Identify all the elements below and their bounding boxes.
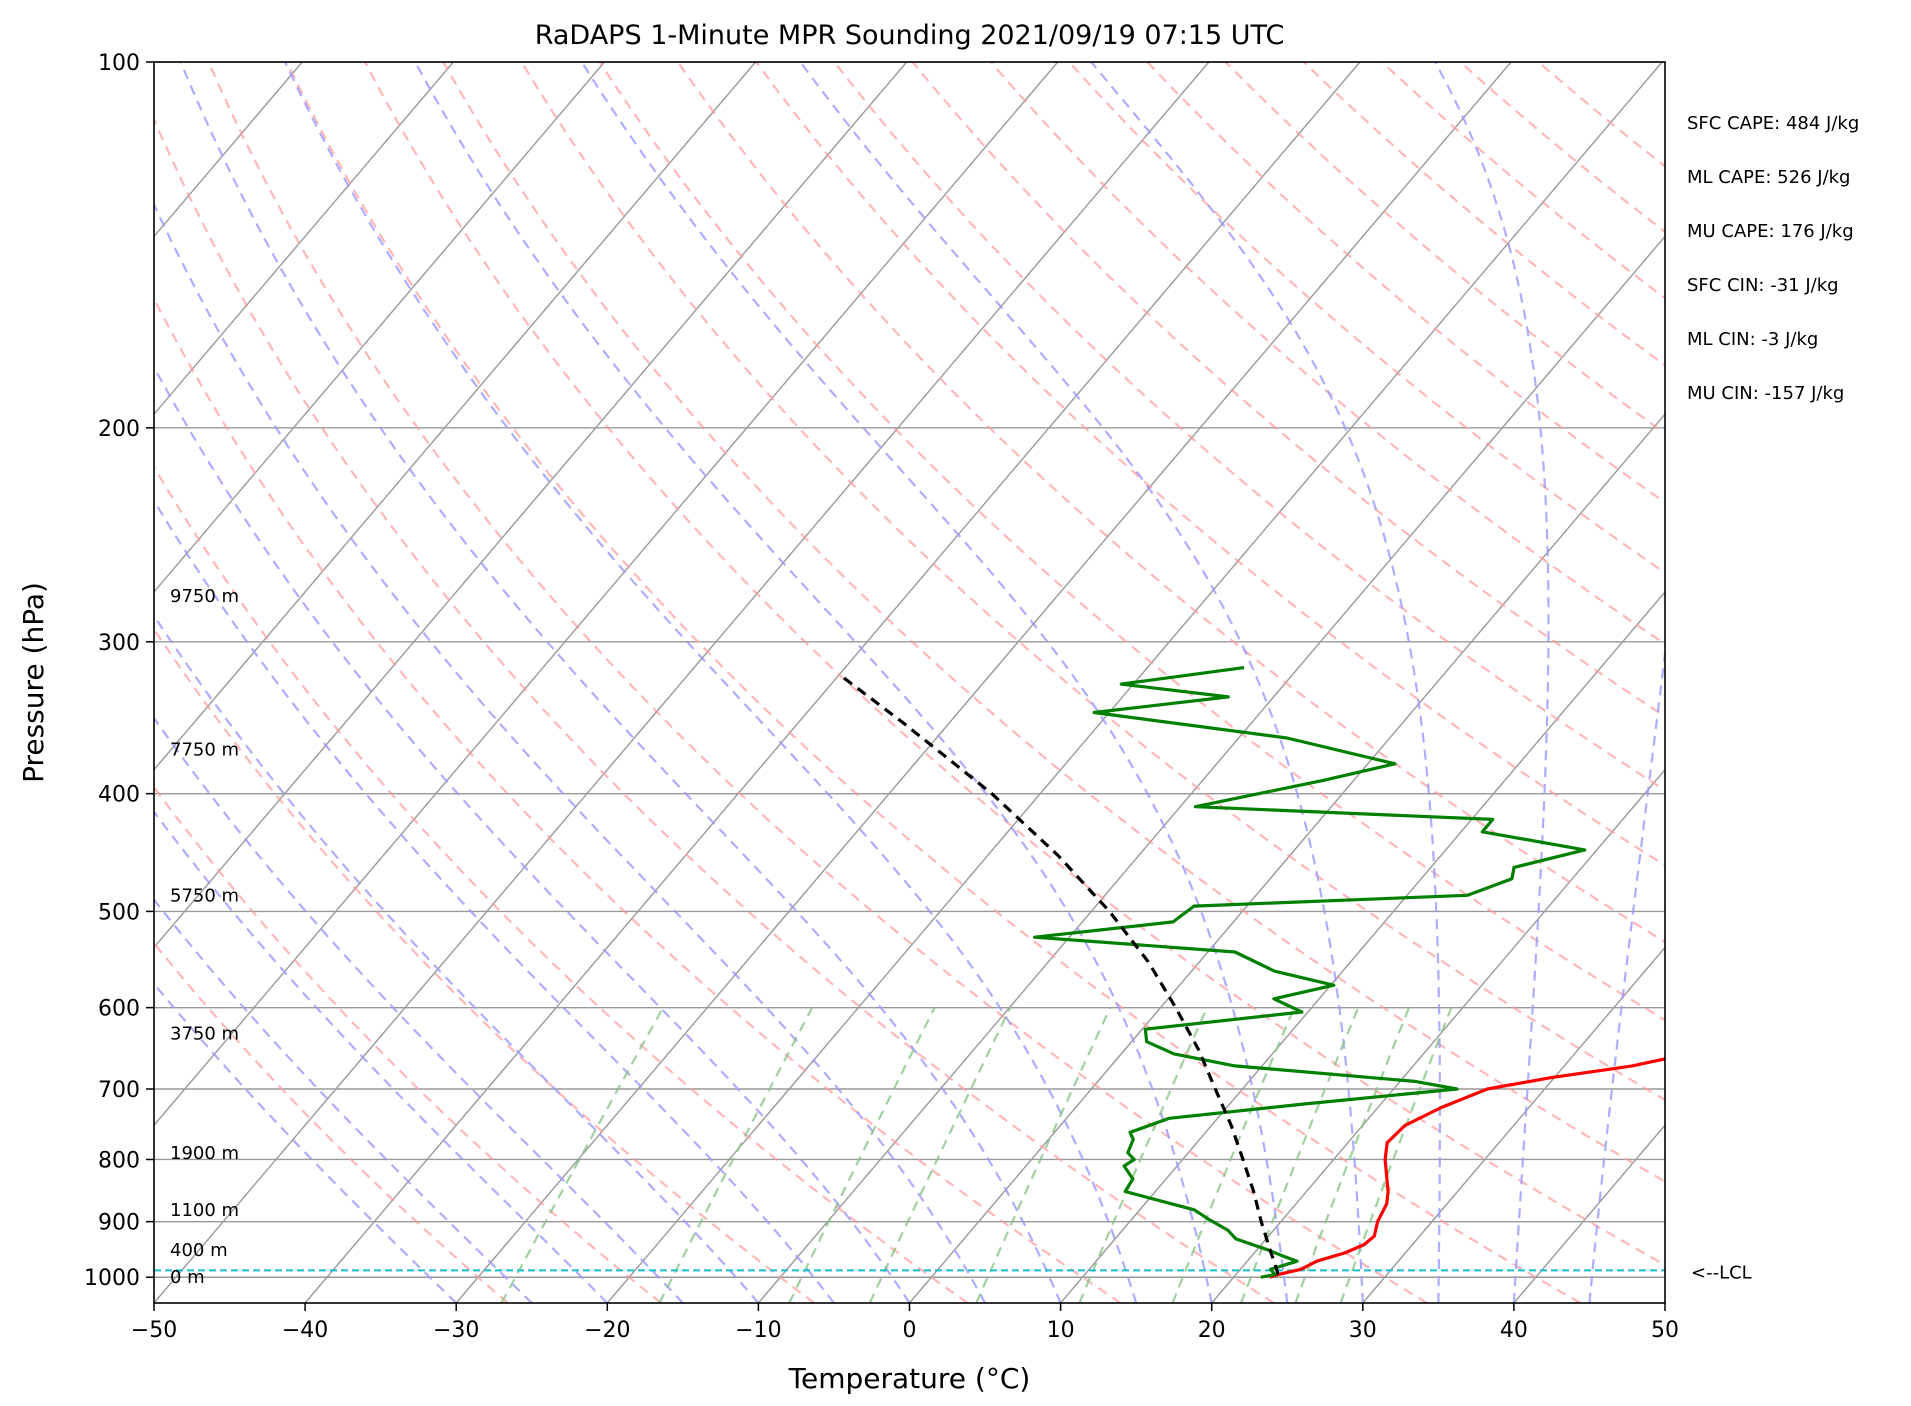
mixing-ratio-line bbox=[1078, 1007, 1209, 1303]
height-label: 400 m bbox=[170, 1240, 228, 1261]
x-tick-label: 10 bbox=[1047, 1318, 1075, 1343]
y-tick-label: 600 bbox=[98, 997, 140, 1022]
dry-adiabat-line bbox=[154, 116, 1275, 1303]
moist-adiabat-line bbox=[580, 62, 1289, 1303]
isotherm-line bbox=[1362, 946, 1665, 1303]
dry-adiabats bbox=[154, 62, 1665, 1303]
dry-adiabat-line bbox=[154, 785, 662, 1303]
y-tick-label: 800 bbox=[98, 1148, 140, 1173]
moist-adiabat-line bbox=[414, 62, 1213, 1303]
mixing-ratio-line bbox=[500, 1007, 664, 1303]
height-label: 5750 m bbox=[170, 885, 239, 906]
y-tick-label: 500 bbox=[98, 900, 140, 925]
moist-adiabat-line bbox=[154, 201, 986, 1303]
isotherm-line bbox=[455, 62, 1512, 1303]
x-tick-label: −40 bbox=[282, 1318, 328, 1343]
dry-adiabat-line bbox=[154, 941, 509, 1303]
moist-adiabat-line bbox=[154, 716, 684, 1303]
dewpoint-profile bbox=[1033, 666, 1587, 1279]
parcel-path bbox=[840, 674, 1280, 1276]
y-tick-label: 900 bbox=[98, 1211, 140, 1236]
isotherm-line bbox=[304, 62, 1361, 1303]
isotherm-line bbox=[154, 62, 605, 594]
mixing-ratio-line bbox=[868, 1007, 1012, 1303]
stat-label: MU CAPE: 176 J/kg bbox=[1687, 221, 1854, 242]
x-tick-label: 40 bbox=[1500, 1318, 1528, 1343]
moist-adiabat-line bbox=[154, 982, 457, 1303]
moist-adiabat-line bbox=[154, 364, 911, 1303]
height-label: 1900 m bbox=[170, 1143, 239, 1164]
moist-adiabat-line bbox=[799, 62, 1364, 1303]
y-tick-label: 100 bbox=[98, 51, 140, 76]
isotherm-line bbox=[908, 413, 1665, 1303]
moist-adiabat-line bbox=[284, 62, 1138, 1303]
x-tick-label: −20 bbox=[584, 1318, 630, 1343]
height-label: 9750 m bbox=[170, 586, 239, 607]
mixing-ratio-line bbox=[975, 1007, 1112, 1303]
stat-label: ML CIN: -3 J/kg bbox=[1687, 329, 1818, 350]
dry-adiabat-line bbox=[285, 62, 1581, 1303]
y-tick-label: 300 bbox=[98, 631, 140, 656]
mixing-ratio-line bbox=[658, 1007, 814, 1303]
moist-adiabat-line bbox=[154, 809, 609, 1303]
stat-label: ML CAPE: 526 J/kg bbox=[1687, 167, 1850, 188]
isotherm-line bbox=[154, 62, 1210, 1303]
isotherm-line bbox=[154, 62, 454, 416]
height-label: 1100 m bbox=[170, 1200, 239, 1221]
y-tick-label: 1000 bbox=[84, 1266, 140, 1291]
isobars bbox=[154, 62, 1665, 1278]
x-tick-label: 30 bbox=[1349, 1318, 1377, 1343]
moist-adiabats bbox=[154, 62, 1665, 1303]
moist-adiabat-line bbox=[154, 498, 835, 1303]
x-tick-label: −10 bbox=[735, 1318, 781, 1343]
height-label: 3750 m bbox=[170, 1023, 239, 1044]
stat-label: SFC CAPE: 484 J/kg bbox=[1687, 113, 1859, 134]
dry-adiabat-line bbox=[911, 62, 1665, 718]
height-label: 0 m bbox=[170, 1267, 205, 1288]
x-tick-label: 0 bbox=[903, 1318, 917, 1343]
moist-adiabat-line bbox=[154, 897, 533, 1303]
moist-adiabat-line bbox=[1588, 644, 1665, 1303]
isotherm-line bbox=[154, 62, 1059, 1127]
isotherm-line bbox=[1060, 590, 1665, 1303]
x-tick-label: 20 bbox=[1198, 1318, 1226, 1343]
moist-adiabat-line bbox=[1090, 62, 1441, 1303]
moist-adiabat-line bbox=[179, 62, 1062, 1303]
dry-adiabat-line bbox=[207, 62, 1428, 1303]
x-tick-label: 50 bbox=[1651, 1318, 1679, 1343]
isotherm-line bbox=[154, 62, 757, 771]
height-label: 7750 m bbox=[170, 740, 239, 761]
height-labels: 0 m 400 m 1100 m 1900 m 3750 m 5750 m 7750 m 97… bbox=[170, 586, 239, 1288]
stat-label: MU CIN: -157 J/kg bbox=[1687, 383, 1844, 404]
x-axis-label: Temperature (°C) bbox=[788, 1362, 1031, 1395]
y-tick-label: 700 bbox=[98, 1078, 140, 1103]
mixing-ratio-line bbox=[1239, 1007, 1360, 1303]
mixing-ratio-line bbox=[1339, 1007, 1453, 1303]
chart-title: RaDAPS 1-Minute MPR Sounding 2021/09/19 … bbox=[535, 20, 1285, 51]
dry-adiabat-line bbox=[364, 62, 1665, 1267]
isotherms bbox=[154, 62, 1665, 1303]
y-tick-label: 200 bbox=[98, 417, 140, 442]
x-tick-label: −30 bbox=[433, 1318, 479, 1343]
mixing-ratio-line bbox=[1171, 1007, 1296, 1303]
temperature-profile bbox=[1269, 1057, 1665, 1279]
dry-adiabat-line bbox=[154, 627, 815, 1303]
mixing-ratio-line bbox=[788, 1007, 936, 1303]
stat-label: SFC CIN: -31 J/kg bbox=[1687, 275, 1839, 296]
mixing-ratio-lines bbox=[500, 1007, 1453, 1303]
y-axis-label: Pressure (hPa) bbox=[17, 582, 50, 783]
dry-adiabat-line bbox=[598, 62, 1665, 1022]
y-tick-label: 400 bbox=[98, 783, 140, 808]
moist-adiabat-line bbox=[1434, 62, 1550, 1303]
dry-adiabat-line bbox=[154, 465, 969, 1303]
x-tick-label: −50 bbox=[131, 1318, 177, 1343]
dry-adiabat-line bbox=[442, 62, 1665, 1183]
dry-adiabat-line bbox=[755, 62, 1665, 867]
isotherm-line bbox=[154, 62, 908, 949]
lcl-label: <--LCL bbox=[1691, 1262, 1752, 1283]
